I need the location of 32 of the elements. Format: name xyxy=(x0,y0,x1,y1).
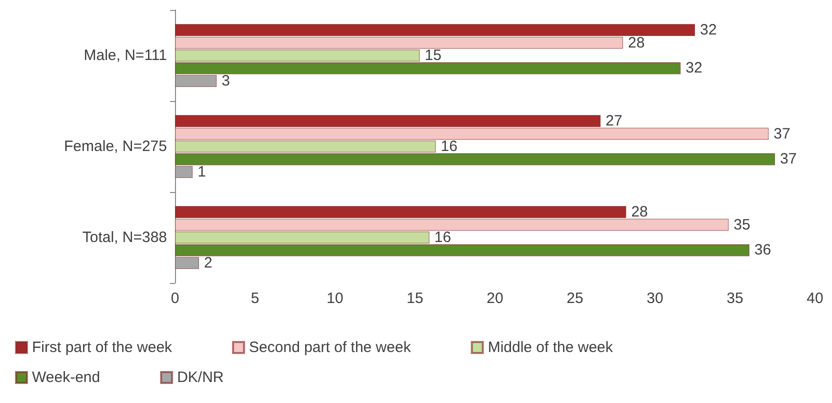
x-tick-label: 5 xyxy=(250,290,260,307)
legend-label: Second part of the week xyxy=(249,339,412,356)
y-tick-label: Total, N=388 xyxy=(82,229,167,246)
x-tick-label: 20 xyxy=(486,290,504,307)
data-label: 28 xyxy=(628,34,645,52)
legend-label: DK/NR xyxy=(177,369,224,386)
data-label: 16 xyxy=(440,138,458,155)
x-tick-label: 35 xyxy=(726,290,744,307)
data-label: 2 xyxy=(204,254,212,272)
data-label: 15 xyxy=(424,47,442,64)
data-label: 1 xyxy=(198,163,206,180)
legend-label: First part of the week xyxy=(32,339,173,356)
x-tick-label: 25 xyxy=(566,290,584,307)
data-label: 37 xyxy=(780,150,797,168)
data-label: 35 xyxy=(734,216,750,234)
data-label: 16 xyxy=(434,229,452,246)
data-label: 3 xyxy=(222,72,230,90)
x-tick-label: 30 xyxy=(646,290,664,307)
x-tick-label: 15 xyxy=(406,290,424,307)
data-label: 36 xyxy=(754,242,772,259)
x-tick-label: 0 xyxy=(170,290,180,307)
data-label: 32 xyxy=(686,60,702,77)
data-label: 32 xyxy=(700,22,717,39)
x-tick-label: 40 xyxy=(806,290,824,307)
data-label: 27 xyxy=(606,112,622,130)
y-tick-label: Female, N=275 xyxy=(64,138,167,155)
legend-label: Week-end xyxy=(32,369,100,386)
data-label: 37 xyxy=(774,125,790,142)
legend-label: Middle of the week xyxy=(488,339,614,356)
x-tick-label: 10 xyxy=(326,290,344,307)
data-label: 28 xyxy=(631,204,648,221)
y-tick-label: Male, N=111 xyxy=(84,47,167,64)
